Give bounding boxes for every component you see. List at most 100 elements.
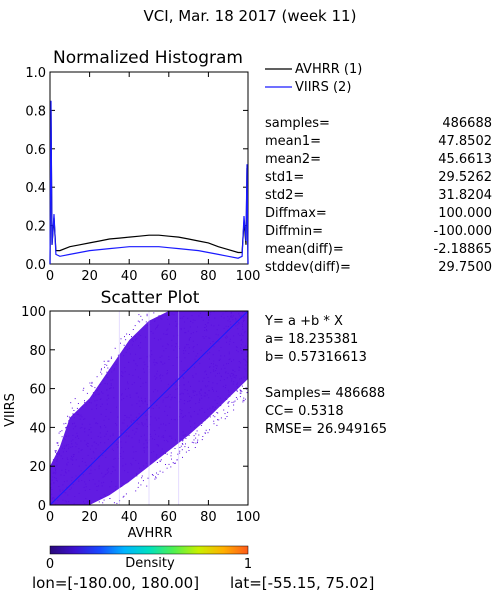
scatter-point xyxy=(59,431,61,433)
scatter-point xyxy=(57,480,58,482)
scatter-point xyxy=(101,497,103,499)
scatter-point xyxy=(168,463,170,465)
scatter-point xyxy=(141,319,143,321)
scatter-point xyxy=(202,336,204,338)
scatter-point xyxy=(112,434,114,436)
scatter-point xyxy=(107,394,109,396)
scatter-point xyxy=(187,393,189,395)
scatter-point xyxy=(77,403,79,404)
scatter-point xyxy=(207,353,209,355)
scatter-point xyxy=(192,375,194,377)
scatter-point xyxy=(233,409,235,411)
scatter-point xyxy=(206,394,208,396)
scatter-point xyxy=(55,465,57,467)
scatter-point xyxy=(105,433,107,435)
scatter-point xyxy=(51,493,53,495)
stat-label: mean2= xyxy=(265,152,321,167)
scatter-point xyxy=(106,430,108,432)
scatter-point xyxy=(79,418,81,420)
scatter-point xyxy=(230,316,232,318)
scatter-point xyxy=(179,450,181,452)
scatter-point xyxy=(191,315,193,317)
scatter-point xyxy=(132,429,134,431)
figure-title: VCI, Mar. 18 2017 (week 11) xyxy=(144,7,357,25)
scatter-point xyxy=(213,409,215,411)
scatter-point xyxy=(105,408,107,410)
scatter-point xyxy=(237,382,238,384)
scatter-point xyxy=(100,384,102,385)
scatter-y-tick-label: 60 xyxy=(29,383,46,398)
scatter-frame xyxy=(49,310,249,506)
scatter-point xyxy=(107,471,109,473)
scatter-point xyxy=(115,364,117,366)
scatter-point xyxy=(167,372,169,374)
scatter-point xyxy=(146,315,148,317)
scatter-x-label: AVHRR xyxy=(128,526,173,541)
scatter-point xyxy=(162,435,164,437)
scatter-point xyxy=(87,454,89,456)
scatter-point xyxy=(61,430,63,432)
scatter-point xyxy=(129,334,130,335)
scatter-point xyxy=(245,387,247,389)
scatter-point xyxy=(157,390,159,392)
scatter-point xyxy=(184,400,186,401)
scatter-point xyxy=(131,404,133,406)
scatter-point xyxy=(194,358,196,360)
scatter-point xyxy=(245,345,246,347)
scatter-point xyxy=(239,367,241,369)
scatter-point xyxy=(204,411,206,413)
scatter-point xyxy=(103,360,105,362)
scatter-point xyxy=(227,363,229,364)
scatter-point xyxy=(171,437,173,439)
scatter-point xyxy=(111,481,113,483)
scatter-point xyxy=(89,401,91,403)
scatter-point xyxy=(75,475,77,477)
scatter-point xyxy=(129,353,131,355)
histogram-y-tick-label: 0.6 xyxy=(25,143,46,158)
scatter-point xyxy=(156,326,158,328)
scatter-point xyxy=(217,334,219,336)
histogram-y-tick-label: 0.4 xyxy=(25,181,46,196)
scatter-point xyxy=(78,465,80,467)
stat-value: 486688 xyxy=(442,116,492,131)
scatter-point xyxy=(157,324,159,326)
scatter-point xyxy=(194,366,195,368)
scatter-point xyxy=(164,430,166,432)
scatter-point xyxy=(90,402,92,404)
scatter-point xyxy=(65,469,67,471)
scatter-point xyxy=(218,324,220,326)
scatter-point xyxy=(209,366,211,368)
scatter-point xyxy=(150,416,152,418)
scatter-point xyxy=(132,329,134,330)
scatter-point xyxy=(242,312,244,313)
scatter-point xyxy=(52,459,54,461)
scatter-point xyxy=(76,414,78,416)
scatter-point xyxy=(128,417,130,419)
scatter-point xyxy=(239,315,241,317)
scatter-point xyxy=(232,315,234,317)
scatter-point xyxy=(228,343,230,345)
scatter-point xyxy=(176,381,178,383)
scatter-point xyxy=(58,486,60,487)
scatter-point xyxy=(98,501,100,503)
scatter-point xyxy=(170,399,172,401)
scatter-point xyxy=(136,392,138,394)
scatter-point xyxy=(111,448,113,450)
scatter-point xyxy=(228,401,230,403)
scatter-point xyxy=(68,422,70,424)
scatter-point xyxy=(104,474,106,476)
scatter-point xyxy=(72,463,73,465)
scatter-point xyxy=(176,325,177,327)
scatter-point xyxy=(182,443,184,445)
scatter-point xyxy=(241,352,243,354)
scatter-point xyxy=(60,474,62,476)
scatter-point xyxy=(109,388,110,390)
scatter-point xyxy=(161,318,163,320)
scatter-point xyxy=(96,404,98,406)
scatter-point xyxy=(160,374,162,376)
scatter-point xyxy=(56,459,58,461)
scatter-point xyxy=(149,424,151,426)
scatter-point xyxy=(220,368,222,370)
scatter-point xyxy=(89,479,90,481)
scatter-point xyxy=(166,467,168,469)
